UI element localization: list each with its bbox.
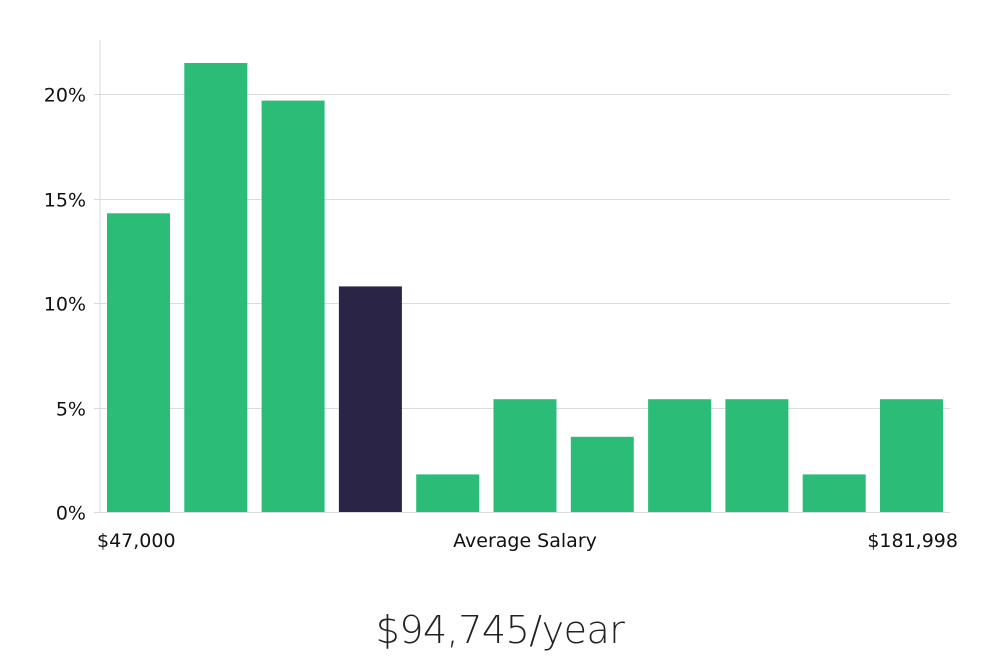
x-axis-labels: $47,000 Average Salary $181,998 — [97, 530, 958, 552]
bars — [107, 63, 943, 513]
bar — [570, 436, 634, 512]
bar — [416, 474, 480, 512]
y-tick-label: 20% — [44, 85, 86, 107]
bar-highlighted — [338, 286, 402, 512]
bar — [648, 399, 712, 512]
y-tick-labels: 0% 5% 10% 15% 20% — [44, 85, 86, 525]
y-tick-label: 10% — [44, 294, 86, 316]
bar — [725, 399, 789, 512]
bar — [880, 399, 943, 512]
bar — [493, 399, 557, 512]
x-label-average: Average Salary — [453, 530, 597, 552]
y-tick-label: 5% — [56, 399, 86, 421]
x-label-max: $181,998 — [867, 530, 958, 552]
x-label-min: $47,000 — [97, 530, 176, 552]
bar — [184, 63, 248, 512]
y-tick-label: 15% — [44, 190, 86, 212]
average-salary-value: $94,745/year — [375, 608, 625, 652]
y-tick-label: 0% — [56, 503, 86, 525]
bar — [802, 474, 866, 512]
bar — [107, 213, 170, 513]
bar — [261, 100, 325, 512]
